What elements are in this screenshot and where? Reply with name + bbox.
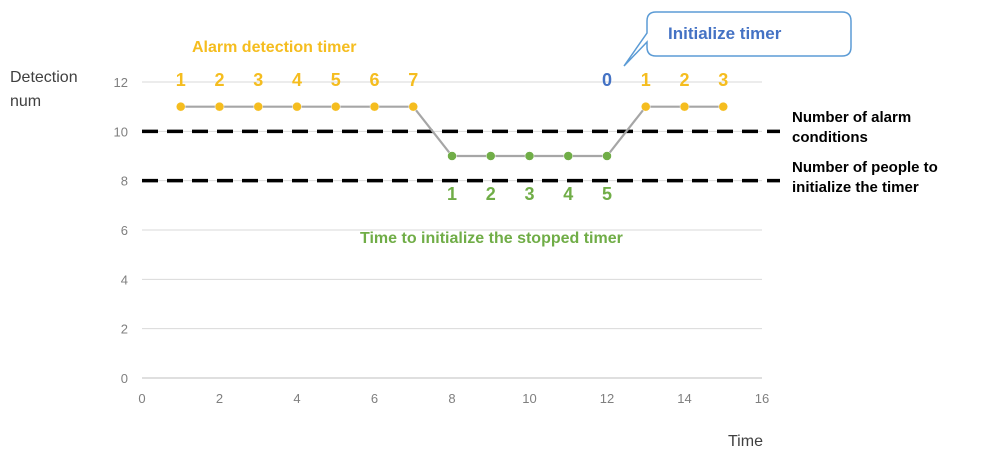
data-point	[214, 101, 225, 112]
x-tick-label-12: 12	[600, 391, 614, 406]
y-tick-label-8: 8	[121, 174, 128, 189]
series-markers	[176, 101, 728, 161]
y-tick-label-6: 6	[121, 223, 128, 238]
alarm-count-label: 3	[718, 70, 728, 90]
alarm-count-label: 5	[331, 70, 341, 90]
reference-lines	[142, 129, 780, 183]
data-point	[253, 101, 263, 112]
stop-count-label: 5	[602, 184, 612, 204]
alarm-count-label: 1	[641, 70, 651, 90]
data-point	[486, 151, 496, 161]
data-point	[369, 101, 380, 112]
alarm-count-label: 0	[602, 70, 612, 90]
alarm-count-label: 3	[253, 70, 263, 90]
y-axis-label-line1: Detection	[10, 69, 78, 86]
callout-text: Initialize timer	[668, 24, 782, 43]
stop-count-label: 3	[524, 184, 534, 204]
data-point	[602, 151, 612, 161]
x-tick-label-4: 4	[293, 391, 300, 406]
data-point	[679, 101, 690, 112]
stop-count-label: 1	[447, 184, 457, 204]
data-point	[718, 101, 728, 112]
x-axis-label: Time	[728, 433, 763, 449]
x-tick-label-2: 2	[216, 391, 223, 406]
data-point	[563, 151, 573, 161]
y-tick-label-10: 10	[114, 124, 128, 139]
ref-label-alarm-line1: Number of alarm	[792, 109, 911, 126]
alarm-count-label: 2	[679, 70, 689, 90]
x-tick-label-6: 6	[371, 391, 378, 406]
alarm-count-label: 1	[176, 70, 186, 90]
data-point	[331, 101, 341, 112]
initialize-callout: Initialize timer	[623, 11, 852, 67]
grid-lines	[142, 81, 762, 330]
ref-label-people-line2: initialize the timer	[792, 179, 919, 196]
alarm-count-label: 2	[214, 70, 224, 90]
y-tick-label-4: 4	[121, 272, 128, 287]
y-tick-label-12: 12	[114, 75, 128, 90]
ref-label-alarm-line2: conditions	[792, 129, 868, 146]
ref-label-people-line1: Number of people to	[792, 159, 938, 176]
data-point	[447, 151, 457, 161]
alarm-count-label: 4	[292, 70, 302, 90]
y-axis-label-line2: num	[10, 93, 41, 110]
alarm-count-label: 7	[408, 70, 418, 90]
x-tick-label-16: 16	[755, 391, 769, 406]
y-tick-label-0: 0	[121, 371, 128, 386]
alarm-count-label: 6	[369, 70, 379, 90]
alarm-timer-title: Alarm detection timer	[192, 39, 356, 56]
data-point	[292, 101, 302, 112]
data-point	[408, 101, 418, 112]
stop-count-label: 2	[486, 184, 496, 204]
data-point	[641, 101, 651, 112]
x-tick-label-8: 8	[448, 391, 455, 406]
data-point	[524, 151, 535, 161]
y-tick-label-2: 2	[121, 322, 128, 337]
x-tick-label-14: 14	[677, 391, 691, 406]
count-labels: 1 2 3 4 5 6 7 0 1 2 3 1 2 3 4 5	[176, 70, 729, 204]
data-point	[176, 101, 186, 112]
x-tick-label-0: 0	[138, 391, 145, 406]
callout-bubble	[623, 11, 852, 67]
x-tick-label-10: 10	[522, 391, 536, 406]
stop-timer-title: Time to initialize the stopped timer	[360, 230, 623, 247]
stop-count-label: 4	[563, 184, 573, 204]
